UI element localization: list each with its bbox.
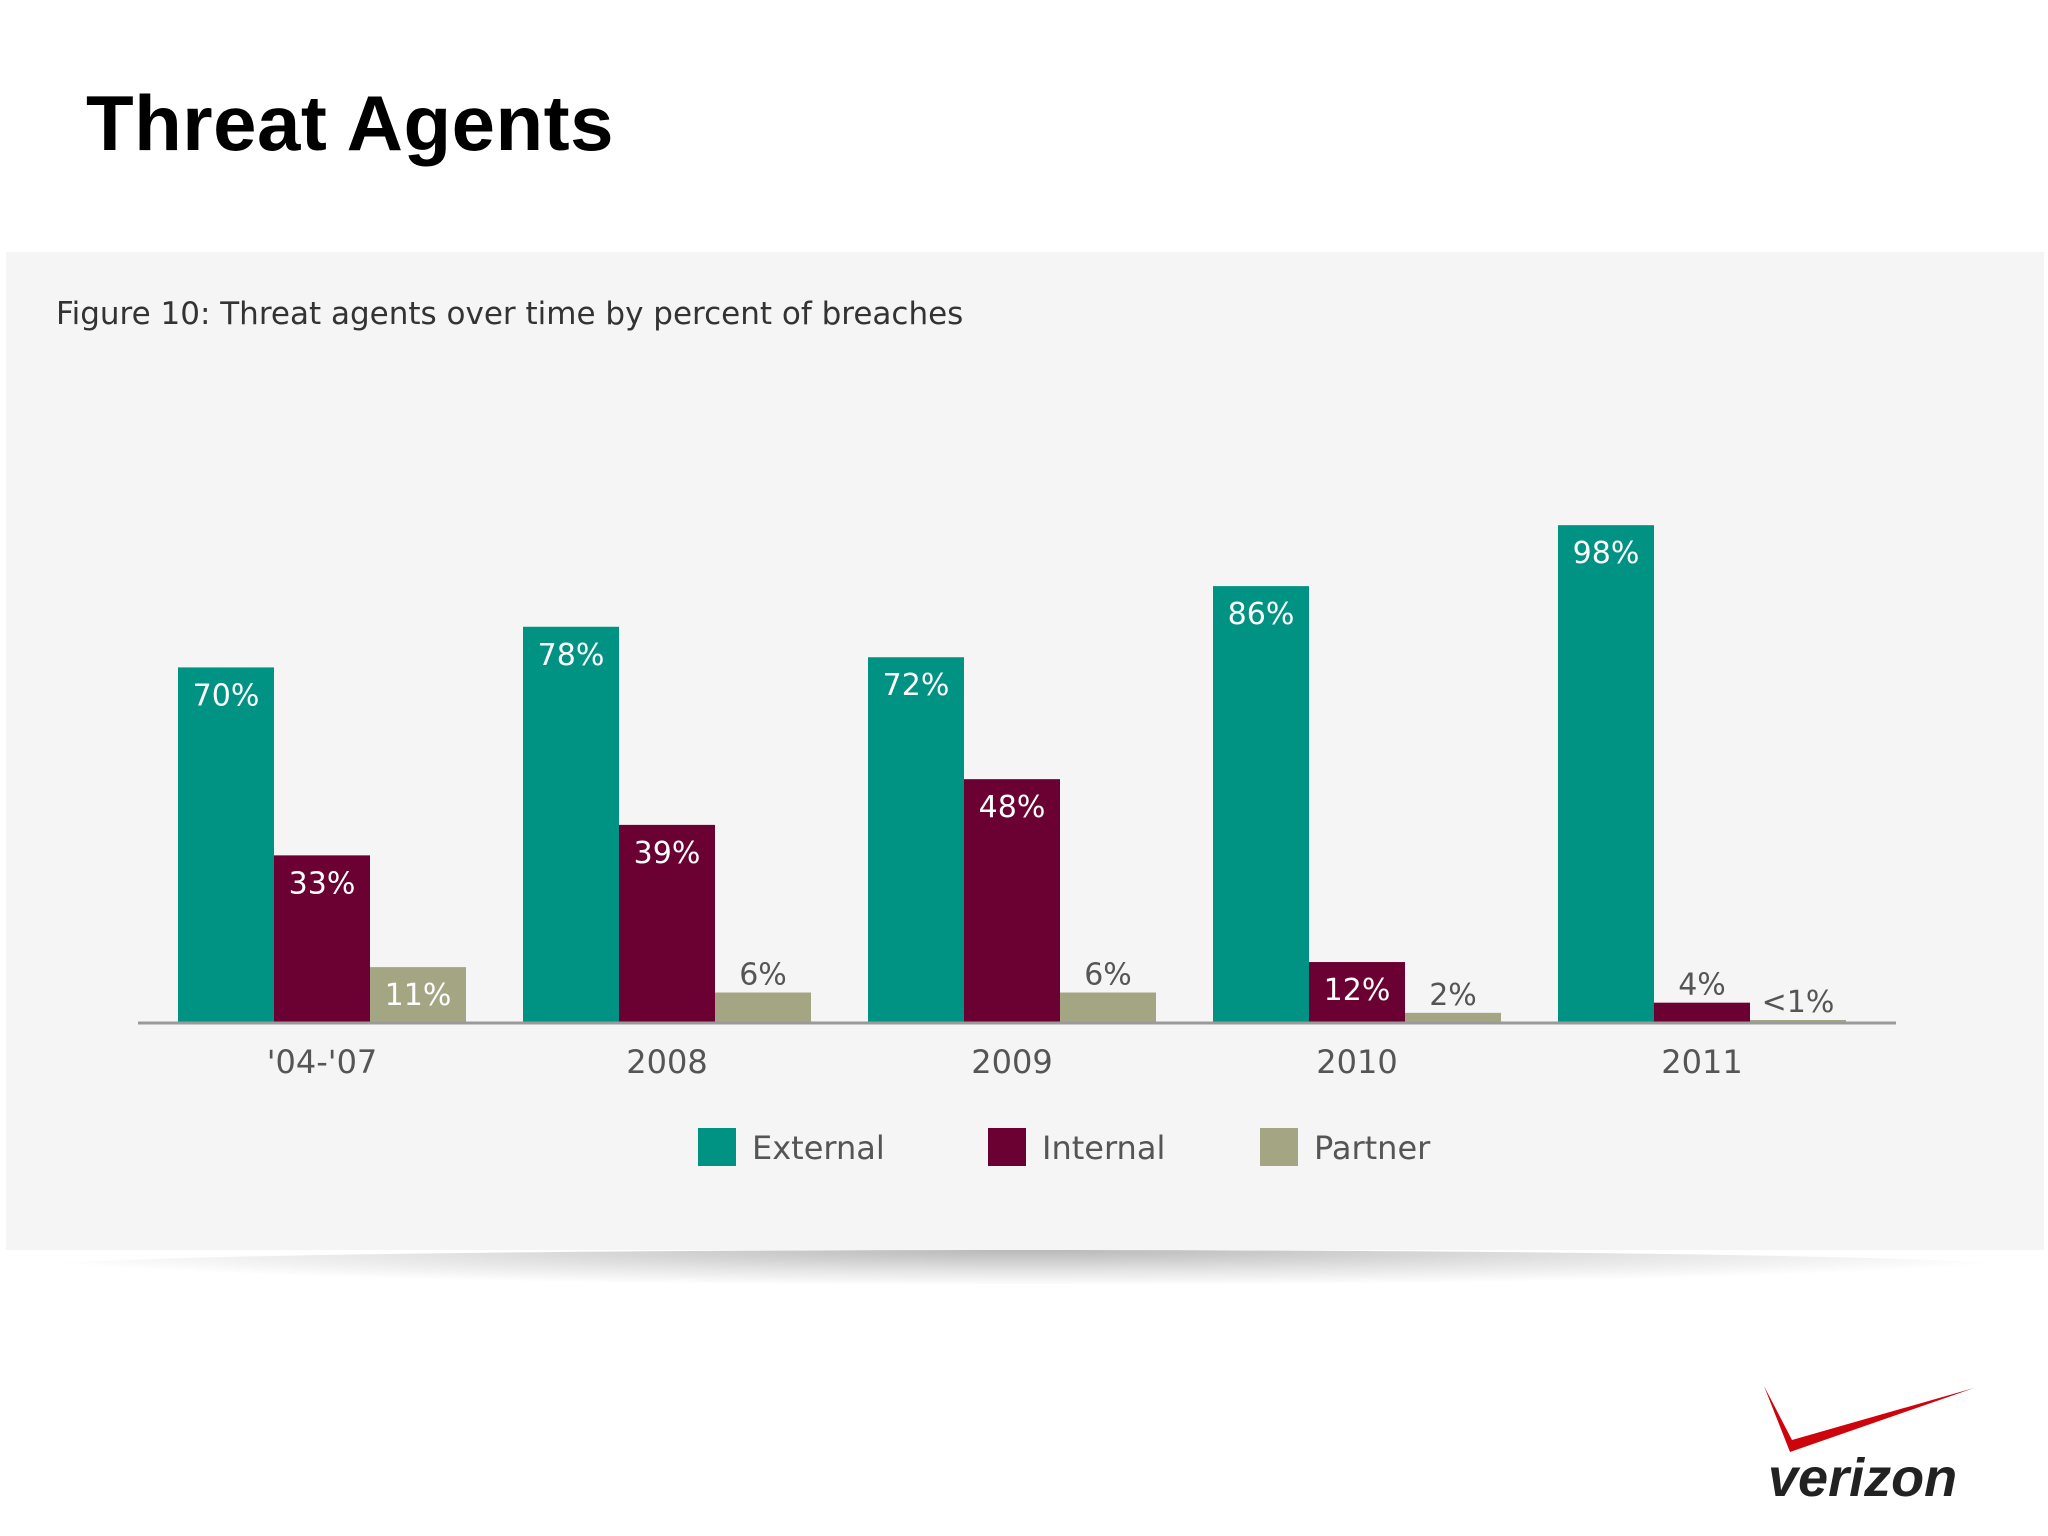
bar-external-04-07 [178, 667, 274, 1023]
legend-label-external: External [752, 1129, 885, 1167]
data-label-external-2010: 86% [1228, 597, 1295, 632]
data-label-partner-2008: 6% [739, 958, 787, 993]
labels-layer: 70% 33% 11% 78% 39% 6% 72% 48% 6% 86% 12% 2% 98% 4% <1… [193, 536, 1835, 1020]
legend-swatch-internal [988, 1128, 1026, 1166]
data-label-external-2011: 98% [1573, 536, 1640, 571]
x-tick-label: '04-'07 [267, 1043, 378, 1081]
bar-external-2010 [1213, 586, 1309, 1023]
data-label-external-2009: 72% [883, 668, 950, 703]
bar-internal-04-07 [274, 855, 370, 1023]
legend-swatch-partner [1260, 1128, 1298, 1166]
page-title: Threat Agents [86, 79, 615, 167]
data-label-external-04-07: 70% [193, 678, 260, 713]
x-tick-labels: '04-'07 2008 2009 2010 2011 [267, 1043, 1743, 1081]
data-label-external-2008: 78% [538, 638, 605, 673]
verizon-check-mark [1764, 1386, 1974, 1452]
x-tick-label: 2010 [1316, 1043, 1397, 1081]
bar-external-2008 [523, 626, 619, 1023]
data-label-internal-2009: 48% [979, 790, 1046, 825]
data-label-partner-2010: 2% [1429, 978, 1477, 1013]
bar-external-2011 [1558, 525, 1654, 1023]
bar-partner-2010 [1405, 1012, 1501, 1023]
data-label-partner-2011: <1% [1762, 985, 1835, 1020]
bar-partner-2008 [715, 992, 811, 1023]
data-label-partner-04-07: 11% [385, 978, 452, 1013]
data-label-internal-2010: 12% [1324, 973, 1391, 1008]
figure-caption: Figure 10: Threat agents over time by pe… [56, 296, 964, 332]
bar-internal-2008 [619, 824, 715, 1023]
panel-shadow [34, 1250, 2018, 1284]
bar-internal-2009 [964, 779, 1060, 1023]
data-label-internal-2008: 39% [634, 836, 701, 871]
bar-internal-2010 [1309, 962, 1405, 1023]
bars-layer [178, 525, 1846, 1023]
bar-internal-2011 [1654, 1002, 1750, 1023]
data-label-internal-04-07: 33% [289, 866, 356, 901]
data-label-internal-2011: 4% [1678, 968, 1726, 1003]
figure-panel: Figure 10: Threat agents over time by pe… [6, 252, 2044, 1250]
verizon-logo: verizon [1764, 1386, 1974, 1508]
legend-label-internal: Internal [1042, 1129, 1165, 1167]
legend: External Internal Partner [698, 1128, 1431, 1167]
legend-swatch-external [698, 1128, 736, 1166]
legend-label-partner: Partner [1314, 1129, 1431, 1167]
bar-partner-2009 [1060, 992, 1156, 1023]
x-tick-label: 2011 [1661, 1043, 1742, 1081]
verizon-wordmark: verizon [1768, 1448, 1957, 1508]
data-label-partner-2009: 6% [1084, 958, 1132, 993]
bar-chart: 70% 33% 11% 78% 39% 6% 72% 48% 6% 86% 12% 2% 98% 4% <1… [138, 525, 1896, 1167]
x-tick-label: 2009 [971, 1043, 1052, 1081]
bar-partner-04-07 [370, 967, 466, 1023]
bar-external-2009 [868, 657, 964, 1023]
x-tick-label: 2008 [626, 1043, 707, 1081]
